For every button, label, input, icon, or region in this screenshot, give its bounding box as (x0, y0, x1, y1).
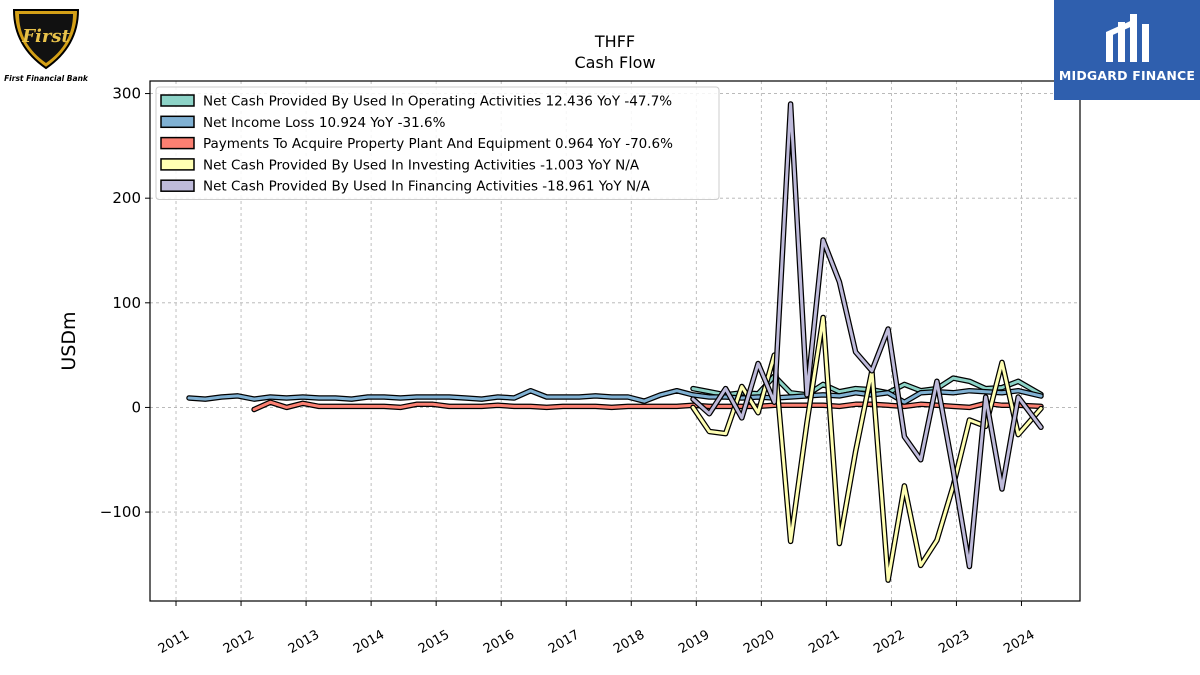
x-tick-label: 2024 (1001, 627, 1037, 657)
legend-swatch-capex (160, 136, 195, 150)
y-tick-label: 100 (112, 294, 141, 312)
legend: Net Cash Provided By Used In Operating A… (155, 86, 720, 200)
midgard-brand-name: MIDGARD FINANCE (1058, 68, 1196, 83)
y-tick-label: 200 (112, 189, 141, 207)
x-tick-label: 2017 (546, 627, 582, 657)
x-tick-label: 2022 (871, 627, 907, 657)
series-line-capex (252, 400, 1043, 411)
x-tick-label: 2021 (806, 627, 842, 657)
x-tick-label: 2015 (416, 627, 452, 657)
chart-title: THFF (594, 32, 635, 51)
legend-swatch-net_income (160, 115, 195, 129)
midgard-finance-logo: MIDGARD FINANCE (1054, 0, 1200, 100)
y-tick-label: 0 (131, 398, 141, 416)
legend-entry-operating: Net Cash Provided By Used In Operating A… (203, 94, 672, 110)
legend-box (155, 86, 720, 200)
y-tick-label: −100 (100, 503, 141, 521)
legend-entry-net_income: Net Income Loss 10.924 YoY -31.6% (203, 115, 446, 131)
bank-name-caption: First Financial Bank (4, 74, 88, 83)
logo-first-text: First (21, 26, 70, 47)
legend-entry-investing: Net Cash Provided By Used In Investing A… (203, 157, 640, 173)
legend-entry-capex: Payments To Acquire Property Plant And E… (203, 136, 673, 152)
x-tick-label: 2018 (611, 627, 647, 657)
legend-entry-financing: Net Cash Provided By Used In Financing A… (203, 179, 651, 195)
y-axis-label: USDm (58, 311, 80, 370)
series-line-financing (691, 102, 1043, 568)
chart-subtitle: Cash Flow (574, 53, 655, 72)
plot-frame (149, 80, 1081, 602)
x-tick-label: 2020 (741, 627, 777, 657)
series-outline-financing (690, 101, 1044, 570)
x-tick-label: 2023 (936, 627, 972, 657)
x-tick-label: 2013 (286, 627, 322, 657)
series-line-net_income (187, 389, 1043, 404)
legend-swatch-operating (160, 94, 195, 107)
shield-icon: First (12, 9, 80, 70)
series-outline-investing (690, 314, 1044, 583)
x-tick-label: 2014 (351, 627, 387, 657)
y-tick-label: 300 (112, 85, 141, 103)
x-tick-label: 2019 (676, 627, 712, 657)
series-lines (186, 101, 1044, 583)
x-tick-label: 2016 (481, 627, 517, 657)
midgard-mark-icon (1106, 14, 1149, 62)
first-financial-bank-logo: First First Financial Bank (4, 6, 88, 86)
legend-swatch-financing (160, 179, 195, 192)
x-tick-label: 2011 (156, 627, 192, 657)
x-tick-label: 2012 (221, 627, 257, 657)
series-line-investing (691, 316, 1043, 582)
legend-swatch-investing (160, 158, 195, 171)
